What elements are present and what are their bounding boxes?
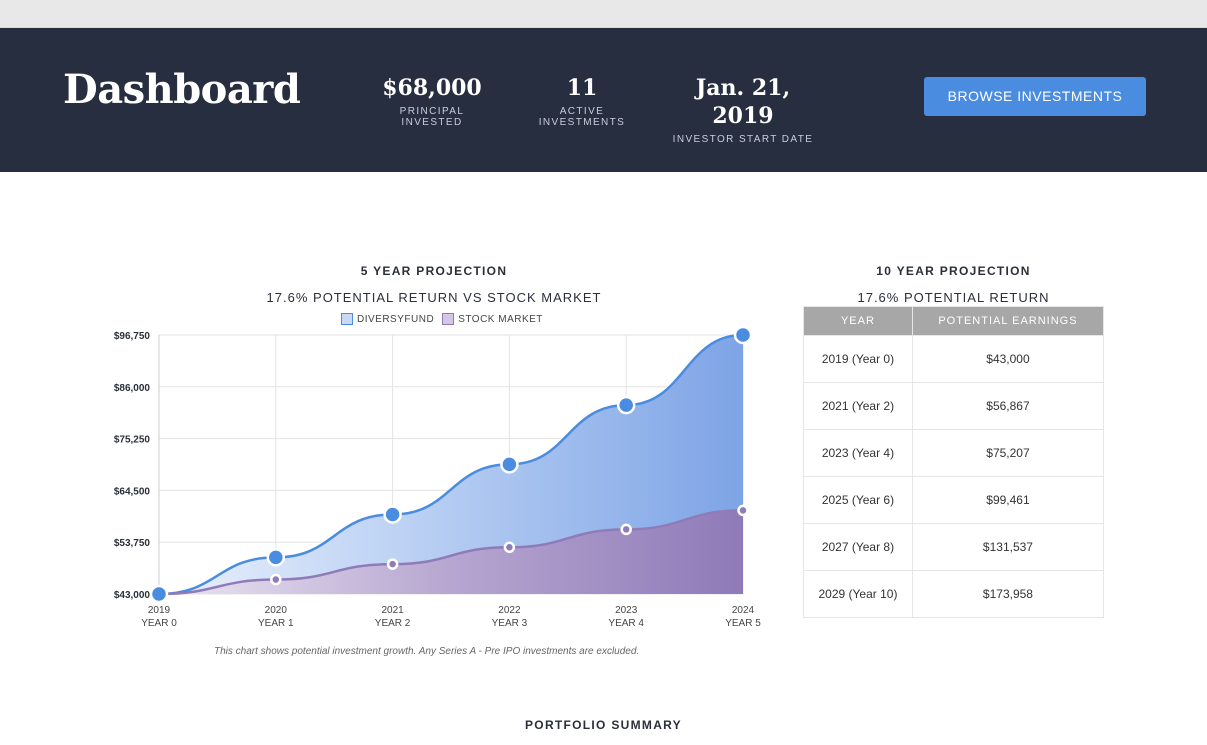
y-tick-label: $96,750 xyxy=(114,331,151,342)
ten-year-projection-table: YEAR POTENTIAL EARNINGS 2019 (Year 0) $43… xyxy=(803,306,1105,618)
year-cell: 2029 (Year 10) xyxy=(803,570,913,618)
point-diversyfund xyxy=(383,505,402,524)
legend-swatch xyxy=(442,313,455,325)
five-year-projection-title: 5 YEAR PROJECTION xyxy=(360,264,508,278)
year-cell: 2027 (Year 8) xyxy=(803,523,913,571)
x-tick-label: 2019 xyxy=(148,605,171,616)
chart-caption: This chart shows potential investment gr… xyxy=(214,646,640,657)
stat-value: Jan. 21, 2019 xyxy=(695,75,791,129)
y-tick-label: $53,750 xyxy=(114,538,151,549)
legend-item-stock-market[interactable]: STOCK MARKET xyxy=(442,313,543,325)
stat-value: $68,000 xyxy=(382,75,482,101)
point-diversyfund xyxy=(733,325,753,345)
x-tick-sublabel: YEAR 3 xyxy=(492,618,528,629)
x-tick-sublabel: YEAR 5 xyxy=(725,618,761,629)
legend-label: STOCK MARKET xyxy=(458,313,543,325)
point-stock-market xyxy=(386,558,399,570)
area-diversyfund xyxy=(159,335,743,594)
x-tick-label: 2023 xyxy=(615,605,638,616)
earnings-cell: $43,000 xyxy=(911,335,1105,383)
table-row: 2021 (Year 2) $56,867 xyxy=(803,382,1105,430)
column-header-potential-earnings: POTENTIAL EARNINGS xyxy=(911,306,1105,336)
earnings-cell: $75,207 xyxy=(911,429,1105,477)
table-row: 2025 (Year 6) $99,461 xyxy=(803,476,1105,524)
earnings-cell: $56,867 xyxy=(911,382,1105,430)
x-tick-sublabel: YEAR 1 xyxy=(258,618,294,629)
x-tick-sublabel: YEAR 2 xyxy=(375,618,411,629)
table-header-row: YEAR POTENTIAL EARNINGS xyxy=(803,306,1105,336)
year-cell: 2025 (Year 6) xyxy=(803,476,913,524)
point-stock-market xyxy=(737,504,749,517)
point-diversyfund xyxy=(500,455,519,474)
x-tick-label: 2024 xyxy=(732,605,755,616)
ten-year-projection-subtitle: 17.6% POTENTIAL RETURN xyxy=(857,290,1050,305)
chart-legend: DIVERSYFUND STOCK MARKET xyxy=(341,313,551,325)
earnings-cell: $173,958 xyxy=(911,570,1105,618)
stat-value: 11 xyxy=(566,75,598,101)
five-year-projection-subtitle: 17.6% POTENTIAL RETURN VS STOCK MARKET xyxy=(266,290,602,305)
y-tick-label: $64,500 xyxy=(114,486,151,497)
browse-investments-button[interactable]: BROWSE INVESTMENTS xyxy=(924,77,1146,116)
point-stock-market xyxy=(503,541,516,554)
table-row: 2023 (Year 4) $75,207 xyxy=(803,429,1105,477)
point-diversyfund xyxy=(266,548,286,567)
x-tick-sublabel: YEAR 4 xyxy=(608,618,644,629)
y-tick-label: $86,000 xyxy=(114,383,151,394)
table-row: 2029 (Year 10) $173,958 xyxy=(803,570,1105,618)
stat-active-investments: 11 ACTIVE INVESTMENTS xyxy=(520,74,644,128)
x-tick-sublabel: YEAR 0 xyxy=(141,618,177,629)
stat-investor-start-date: Jan. 21, 2019 INVESTOR START DATE xyxy=(670,74,816,145)
page-title: Dashboard xyxy=(63,66,301,113)
legend-item-diversyfund[interactable]: DIVERSYFUND xyxy=(341,313,434,325)
ten-year-projection-title: 10 YEAR PROJECTION xyxy=(876,264,1031,278)
stat-label: PRINCIPAL INVESTED xyxy=(399,106,465,128)
line-stock-market xyxy=(158,509,744,596)
portfolio-summary-title: PORTFOLIO SUMMARY xyxy=(525,718,682,732)
column-header-year: YEAR xyxy=(803,306,913,336)
table-row: 2019 (Year 0) $43,000 xyxy=(803,335,1105,383)
x-tick-label: 2022 xyxy=(498,605,521,616)
stat-label: INVESTOR START DATE xyxy=(672,134,814,145)
x-tick-label: 2021 xyxy=(381,605,404,616)
year-cell: 2023 (Year 4) xyxy=(803,429,913,477)
point-diversyfund xyxy=(616,395,636,415)
browser-top-bar xyxy=(0,0,1207,28)
point-diversyfund xyxy=(149,584,169,604)
line-diversyfund xyxy=(158,333,744,596)
point-stock-market xyxy=(270,573,282,586)
earnings-cell: $99,461 xyxy=(911,476,1105,524)
legend-swatch xyxy=(341,313,353,325)
stat-principal-invested: $68,000 PRINCIPAL INVESTED xyxy=(372,74,492,128)
x-tick-label: 2020 xyxy=(265,605,288,616)
year-cell: 2021 (Year 2) xyxy=(803,382,913,430)
area-stock-market xyxy=(159,510,743,594)
stat-label: ACTIVE INVESTMENTS xyxy=(538,106,626,128)
earnings-cell: $131,537 xyxy=(911,523,1105,571)
year-cell: 2019 (Year 0) xyxy=(803,335,913,383)
table-row: 2027 (Year 8) $131,537 xyxy=(803,523,1105,571)
legend-label: DIVERSYFUND xyxy=(357,313,435,325)
y-tick-label: $43,000 xyxy=(114,590,151,601)
y-tick-label: $75,250 xyxy=(114,435,151,446)
point-stock-market xyxy=(620,523,632,536)
